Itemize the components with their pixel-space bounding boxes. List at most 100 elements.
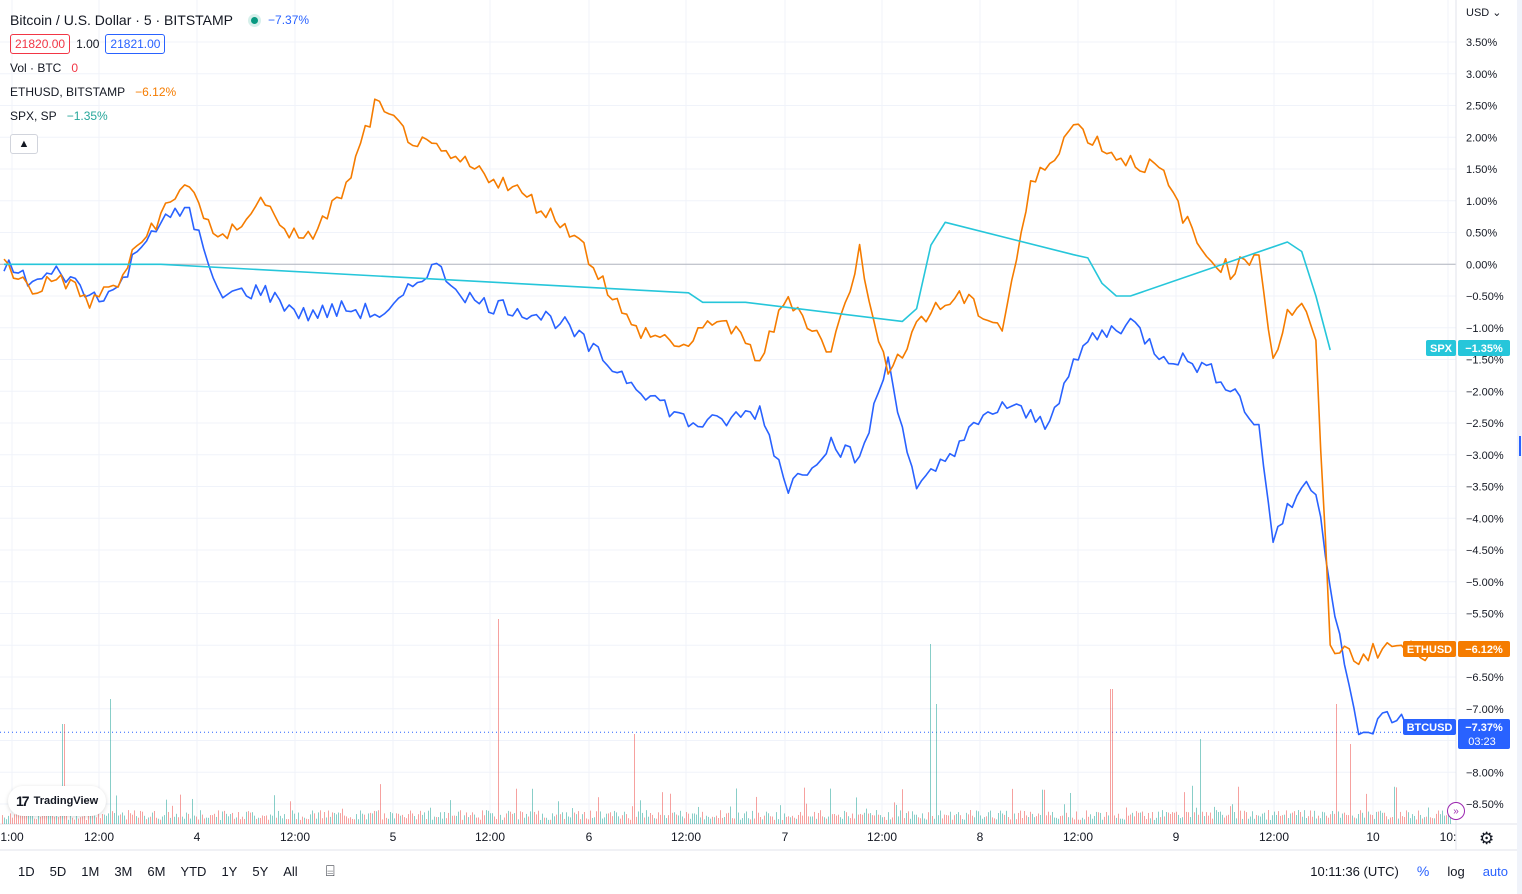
volume-bar — [1440, 814, 1441, 824]
volume-bar — [480, 819, 481, 824]
log-toggle[interactable]: log — [1447, 863, 1465, 879]
range-all[interactable]: All — [283, 863, 298, 879]
volume-bar — [998, 813, 999, 824]
volume-bar — [494, 816, 495, 824]
volume-bar — [1406, 810, 1407, 824]
volume-bar — [1434, 818, 1435, 824]
y-tick-label: 3.50% — [1466, 37, 1497, 49]
y-tick-label: −0.50% — [1466, 291, 1504, 303]
scroll-to-realtime-icon[interactable]: » — [1447, 802, 1465, 820]
range-6m[interactable]: 6M — [147, 863, 166, 879]
volume-bar — [894, 802, 895, 824]
volume-bar — [624, 811, 625, 824]
volume-bar — [286, 819, 287, 824]
volume-bar — [308, 819, 309, 824]
range-1y[interactable]: 1Y — [221, 863, 238, 879]
volume-bar — [790, 817, 791, 824]
volume-bar — [318, 812, 319, 824]
volume-bar — [348, 818, 349, 824]
volume-bar — [1066, 812, 1067, 824]
y-tick-label: 1.50% — [1466, 164, 1497, 176]
volume-bar — [1268, 810, 1269, 824]
volume-bar — [914, 814, 915, 824]
volume-bar — [486, 810, 487, 824]
eth-compare-label[interactable]: ETHUSD, BITSTAMP — [10, 85, 126, 99]
volume-bar — [374, 810, 375, 824]
volume-bar — [68, 819, 69, 824]
volume-bar — [94, 810, 95, 824]
spx-compare-label[interactable]: SPX, SP — [10, 109, 57, 123]
range-ytd[interactable]: YTD — [180, 863, 207, 879]
x-tick-label: 9 — [1173, 830, 1180, 844]
range-5y[interactable]: 5Y — [252, 863, 269, 879]
volume-bar — [530, 811, 531, 824]
volume-bar — [902, 789, 903, 824]
volume-bar — [1204, 816, 1205, 824]
volume-bar — [1192, 785, 1193, 824]
volume-bar — [1302, 816, 1303, 824]
volume-bar — [1242, 818, 1243, 824]
volume-bar — [650, 813, 651, 824]
volume-bar — [506, 813, 507, 824]
volume-bar — [482, 810, 483, 824]
currency-dropdown[interactable]: USD ⌄ — [1466, 6, 1502, 19]
symbol-title[interactable]: Bitcoin / U.S. Dollar · 5 · BITSTAMP — [10, 12, 234, 28]
utc-clock[interactable]: 10:11:36 (UTC) — [1310, 863, 1399, 879]
volume-bar — [1178, 814, 1179, 824]
volume-bar — [422, 814, 423, 824]
collapse-legend-button[interactable]: ▲ — [10, 134, 38, 154]
range-1d[interactable]: 1D — [18, 863, 35, 879]
volume-bar — [738, 812, 739, 824]
volume-bar — [1082, 817, 1083, 824]
volume-bar — [614, 810, 615, 824]
volume-bar — [1254, 818, 1255, 824]
volume-bar — [284, 814, 285, 824]
volume-bar — [1000, 810, 1001, 824]
volume-bar — [1112, 689, 1113, 824]
volume-bar — [90, 815, 91, 824]
volume-bar — [52, 813, 53, 824]
range-5d[interactable]: 5D — [49, 863, 67, 879]
volume-bar — [792, 815, 793, 824]
y-tick-label: −5.00% — [1466, 577, 1504, 589]
range-3m[interactable]: 3M — [114, 863, 133, 879]
volume-bar — [890, 819, 891, 824]
volume-bar — [1418, 810, 1419, 824]
volume-bar — [1306, 818, 1307, 824]
volume-bar — [758, 812, 759, 824]
volume-bar — [692, 813, 693, 824]
gear-icon[interactable]: ⚙ — [1479, 829, 1495, 848]
volume-bar — [266, 815, 267, 824]
volume-bar — [1258, 815, 1259, 824]
volume-bar — [932, 816, 933, 824]
range-1m[interactable]: 1M — [81, 863, 100, 879]
volume-bar — [272, 815, 273, 824]
tradingview-icon: 17 — [16, 793, 30, 809]
bottom-toolbar: 1D 5D 1M 3M 6M YTD 1Y 5Y All ⌸ 10:11:36 (UTC) % … — [0, 856, 1522, 886]
volume-bar — [104, 814, 105, 824]
volume-bar — [1024, 811, 1025, 824]
volume-label[interactable]: Vol · BTC — [10, 61, 62, 75]
volume-bar — [236, 817, 237, 824]
calendar-range-icon[interactable]: ⌸ — [325, 862, 335, 880]
volume-bar — [1006, 810, 1007, 824]
auto-scale-toggle[interactable]: auto — [1482, 863, 1508, 879]
volume-bar — [228, 816, 229, 824]
volume-bar — [82, 816, 83, 824]
percent-toggle[interactable]: % — [1416, 863, 1430, 879]
volume-bar — [542, 813, 543, 824]
sell-button[interactable]: 21820.00 — [10, 34, 71, 54]
volume-bar — [458, 811, 459, 824]
tradingview-logo[interactable]: 17 TradingView — [8, 786, 107, 816]
volume-bar — [350, 817, 351, 824]
buy-button[interactable]: 21821.00 — [105, 34, 166, 54]
time-scale: 1:00 12:00 4 12:00 5 12:00 6 12:00 7 12:00 8 12:00 9… — [0, 830, 1456, 844]
series-line-btcusd — [3, 206, 1431, 736]
eth-name-badge-text: ETHUSD — [1407, 644, 1452, 656]
volume-bar — [74, 819, 75, 824]
volume-bar — [488, 810, 489, 824]
toolbar-handle[interactable] — [1519, 436, 1521, 456]
volume-bar — [988, 812, 989, 824]
eth-name-badge-bg — [1403, 641, 1456, 657]
